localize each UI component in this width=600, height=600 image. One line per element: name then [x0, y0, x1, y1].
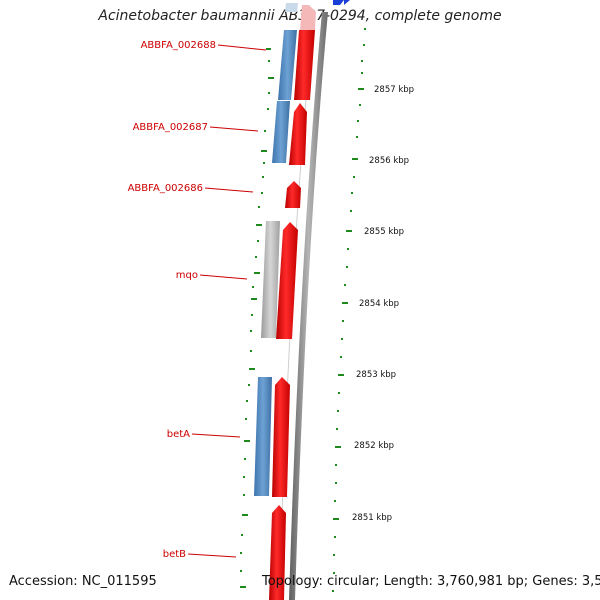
label-leaders [187, 44, 267, 558]
scale-tick-label: 2853 kbp [356, 370, 396, 380]
gene-label-abbfa-002688[interactable]: ABBFA_002688 [141, 40, 216, 51]
blast-hit-beta[interactable] [254, 377, 272, 496]
partial-feature-marker-tip [344, 0, 350, 5]
blast-hit-abbfa-002687[interactable] [272, 101, 290, 163]
scale-tick-label: 2855 kbp [364, 227, 404, 237]
blast-hit-abbfa-002688[interactable] [278, 30, 297, 100]
partial-feature-marker [333, 0, 344, 5]
forward-cds-track [269, 5, 316, 600]
scale-tick-label: 2852 kbp [354, 441, 394, 451]
gene-label-betb[interactable]: betB [163, 549, 186, 560]
scale-tick-label: 2851 kbp [352, 513, 392, 523]
genome-backbone [289, 12, 328, 600]
cds-abbfa-002686[interactable] [285, 181, 301, 208]
scale-tick-label: 2854 kbp [359, 299, 399, 309]
gene-label-abbfa-002686[interactable]: ABBFA_002686 [128, 183, 203, 194]
cds-abbfa-002687[interactable] [289, 103, 307, 165]
blast-hit-top-partial [285, 3, 298, 12]
scale-ticks: 2857 kbp 2856 kbp 2855 kbp 2854 kbp 2853… [352, 85, 414, 523]
gene-label-mqo[interactable]: mqo [176, 270, 198, 281]
gene-label-beta[interactable]: betA [167, 429, 190, 440]
scale-tick-label: 2857 kbp [374, 85, 414, 95]
gene-labels: ABBFA_002688 ABBFA_002687 ABBFA_002686 m… [128, 40, 216, 560]
topology-text: Topology: circular; Length: 3,760,981 bp… [262, 574, 600, 589]
cds-mqo[interactable] [276, 222, 298, 339]
accession-text: Accession: NC_011595 [9, 574, 157, 589]
blast-hits-track [254, 3, 298, 496]
cds-top-partial[interactable] [300, 5, 316, 30]
cds-abbfa-002688[interactable] [294, 30, 315, 100]
cds-beta[interactable] [272, 377, 290, 497]
map-title: Acinetobacter baumannii AB307-0294, comp… [98, 8, 502, 24]
gene-label-abbfa-002687[interactable]: ABBFA_002687 [133, 122, 208, 133]
cds-betb[interactable] [269, 505, 286, 600]
blast-hit-mqo[interactable] [261, 221, 280, 338]
scale-tick-label: 2856 kbp [369, 156, 409, 166]
gc-skew-track [332, 28, 366, 592]
gc-content-track [240, 48, 274, 588]
